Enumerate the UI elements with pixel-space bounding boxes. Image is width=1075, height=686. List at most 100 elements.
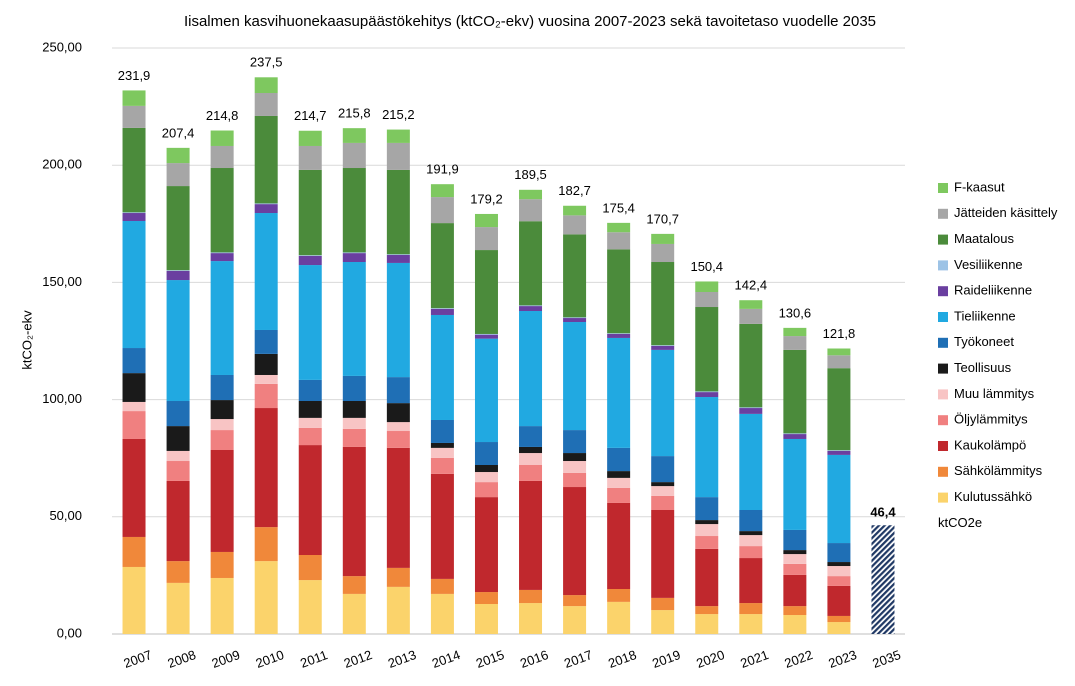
bar-segment xyxy=(651,233,675,244)
bar-segment xyxy=(519,446,543,454)
bar-segment xyxy=(519,305,543,307)
bar-segment xyxy=(386,129,410,143)
bar-segment xyxy=(474,227,498,251)
bar-segment xyxy=(342,253,366,263)
bar-segment xyxy=(210,430,234,450)
bar-segment xyxy=(254,329,278,354)
legend-label: Vesiliikenne xyxy=(954,257,1023,272)
bar-segment xyxy=(783,336,807,350)
bar-segment xyxy=(430,308,454,309)
bar-segment xyxy=(210,419,234,431)
bar-segment xyxy=(695,281,719,293)
bar-segment xyxy=(783,438,807,530)
bar-segment xyxy=(298,555,322,581)
bar-segment xyxy=(783,563,807,575)
bar-segment xyxy=(210,577,234,634)
bar-segment xyxy=(166,280,190,402)
bar-segment xyxy=(827,543,851,563)
bar-segment xyxy=(254,374,278,384)
bar-segment xyxy=(342,375,366,402)
bar-segment xyxy=(254,408,278,528)
bar-segment xyxy=(827,562,851,567)
bar-segment xyxy=(342,576,366,594)
bar-segment xyxy=(695,292,719,308)
legend-label: Kulutussähkö xyxy=(954,489,1032,504)
bar-segment xyxy=(607,601,631,634)
bar-segment xyxy=(739,408,763,414)
bar-segment xyxy=(827,622,851,634)
y-tick-label: 250,00 xyxy=(42,39,82,54)
bar-segment xyxy=(651,495,675,511)
bar-segment xyxy=(607,487,631,503)
bar-segment xyxy=(607,502,631,589)
bar-segment xyxy=(386,254,410,263)
bar-segment xyxy=(430,593,454,634)
bar-segment xyxy=(607,333,631,334)
bar-segment xyxy=(474,442,498,465)
bar-segment xyxy=(695,520,719,525)
bar-segment xyxy=(254,353,278,375)
bar-segment xyxy=(519,199,543,222)
total-label: 182,7 xyxy=(558,183,591,198)
bar-segment xyxy=(783,433,807,435)
bar-segment xyxy=(474,464,498,473)
bar-segment xyxy=(298,401,322,418)
bar-segment xyxy=(783,529,807,551)
bar-segment xyxy=(210,253,234,262)
y-axis-title: ktCO₂-ekv xyxy=(19,310,34,370)
bar-segment xyxy=(298,445,322,556)
bar-segment xyxy=(695,536,719,549)
bar-segment xyxy=(386,447,410,568)
bar-segment xyxy=(474,472,498,483)
bar-segment xyxy=(210,374,234,401)
bar-segment xyxy=(122,213,146,221)
bar-segment xyxy=(563,322,587,431)
bar-segment xyxy=(166,401,190,427)
bar-segment xyxy=(563,317,587,319)
bar-segment xyxy=(519,589,543,604)
bar-segment xyxy=(386,262,410,378)
bar-segment xyxy=(122,373,146,402)
bar-segment xyxy=(342,446,366,577)
legend-swatch xyxy=(938,363,948,374)
bar-segment xyxy=(430,442,454,448)
bar-segment xyxy=(563,461,587,473)
bar-segment xyxy=(519,189,543,200)
value-label: 46,4 xyxy=(870,505,896,520)
legend-label: F-kaasut xyxy=(954,179,1005,194)
bar-segment xyxy=(827,450,851,451)
bar-segment xyxy=(430,457,454,474)
bar-segment xyxy=(210,145,234,169)
bar-segment xyxy=(739,535,763,547)
bar-segment xyxy=(474,250,498,334)
bar-segment xyxy=(166,270,190,281)
total-label: 150,4 xyxy=(690,259,723,274)
total-label: 214,7 xyxy=(294,108,327,123)
total-label: 130,6 xyxy=(779,305,812,320)
bar-segment xyxy=(254,203,278,205)
bar-segment xyxy=(739,614,763,634)
bar-segment xyxy=(519,464,543,481)
bar-segment xyxy=(607,337,631,448)
bar-segment xyxy=(739,323,763,408)
bar-segment xyxy=(166,186,190,271)
total-label: 170,7 xyxy=(646,211,679,226)
bar-segment xyxy=(474,592,498,604)
bar-segment xyxy=(827,615,851,623)
bar-segment xyxy=(342,128,366,143)
bar-segment xyxy=(122,536,146,567)
y-tick-label: 50,00 xyxy=(49,508,82,523)
bar-segment xyxy=(254,213,278,330)
bar-segment xyxy=(474,497,498,593)
bar-segment xyxy=(122,566,146,634)
bar-segment xyxy=(386,586,410,634)
legend-swatch xyxy=(938,415,948,426)
legend-swatch xyxy=(938,466,948,477)
legend-label: Muu lämmitys xyxy=(954,386,1035,401)
bar-segment xyxy=(386,431,410,448)
bar-segment xyxy=(563,215,587,235)
legend-label: Teollisuus xyxy=(954,360,1012,375)
bar-segment xyxy=(739,308,763,324)
bar-segment xyxy=(298,265,322,380)
bar-segment xyxy=(254,77,278,94)
